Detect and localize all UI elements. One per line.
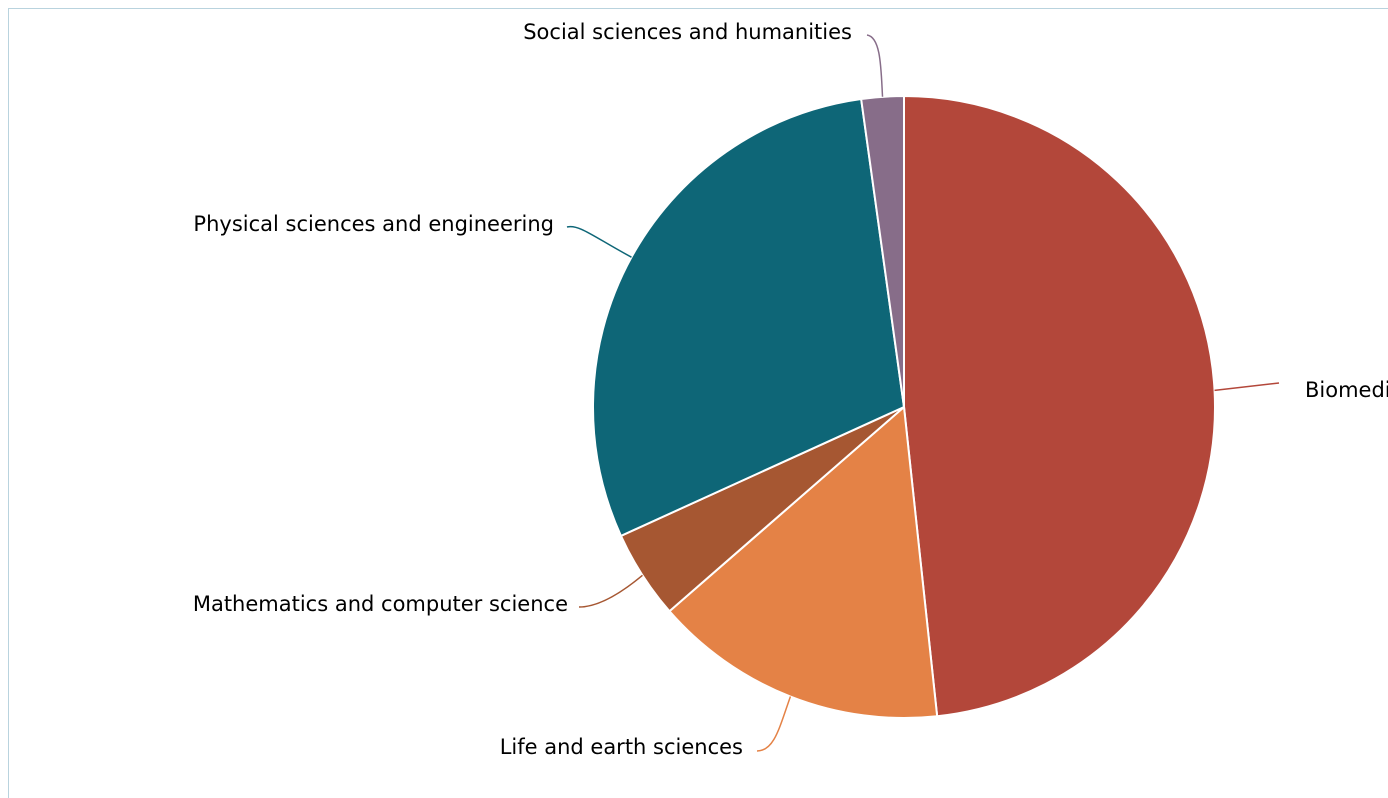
connector-biomedical-sciences: [1214, 382, 1280, 392]
slice-label-physical-sciences-and-engineering: Physical sciences and engineering: [193, 212, 554, 236]
slice-label-social-sciences-and-humanities: Social sciences and humanities: [523, 20, 852, 44]
slice-label-biomedical-sciences: Biomedical sciences: [1305, 378, 1388, 402]
pie-slice-biomedical-sciences[interactable]: [903, 94, 1216, 718]
slice-label-life-and-earth-sciences: Life and earth sciences: [500, 735, 743, 759]
connector-mathematics-and-computer-science: [578, 574, 643, 608]
slice-label-mathematics-and-computer-science: Mathematics and computer science: [193, 592, 568, 616]
connector-life-and-earth-sciences: [756, 696, 792, 752]
connector-social-sciences-and-humanities: [866, 34, 884, 97]
pie-chart: Biomedical sciences Life and earth scienc…: [193, 20, 1388, 759]
chart-frame: Biomedical sciences Life and earth scienc…: [8, 8, 1388, 798]
connector-physical-sciences-and-engineering: [566, 225, 632, 258]
pie-slices: [592, 94, 1216, 719]
label-connectors: [566, 34, 1280, 752]
pie-slice-life-and-earth-sciences[interactable]: [668, 404, 939, 719]
slice-labels: Biomedical sciences Life and earth scienc…: [193, 20, 1388, 759]
